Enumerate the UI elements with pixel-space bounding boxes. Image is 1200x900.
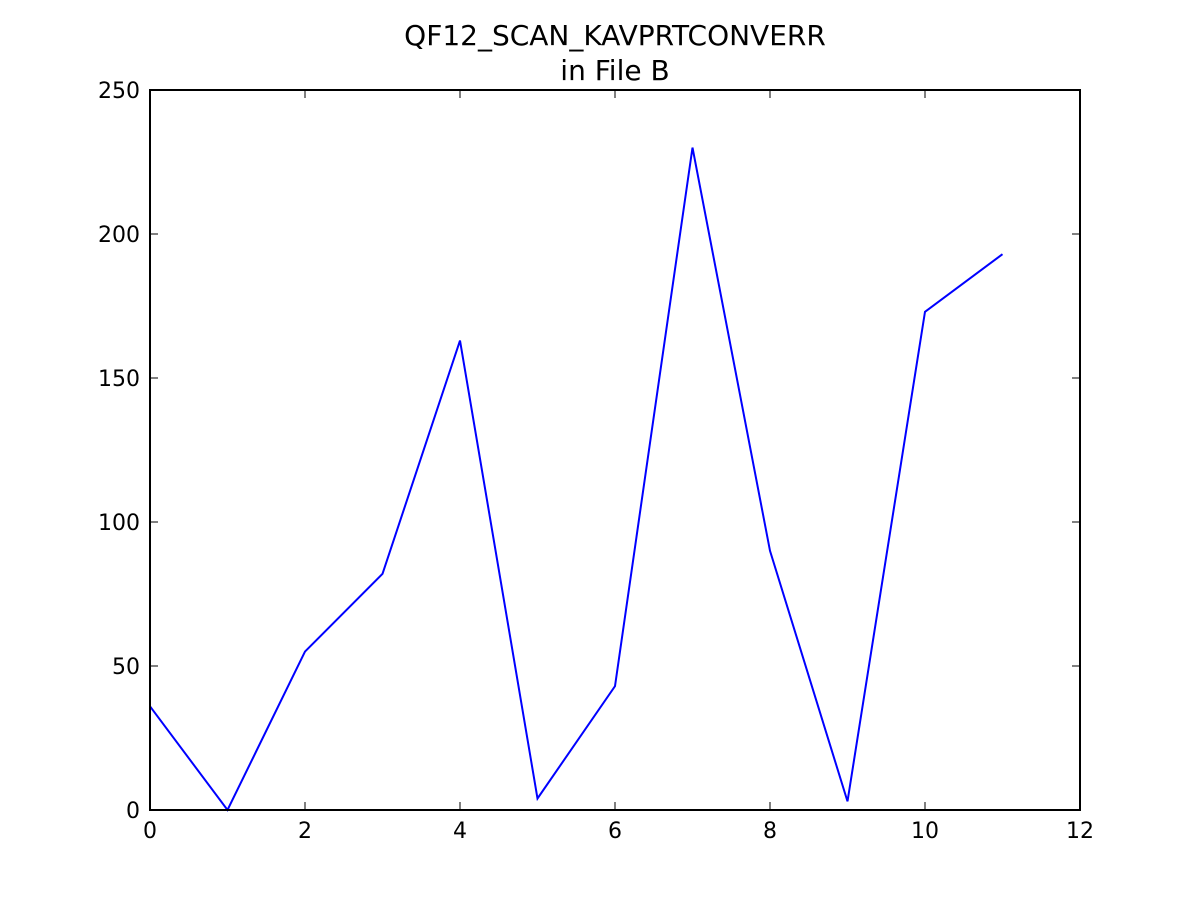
chart-subtitle: in File B <box>560 54 669 87</box>
chart-title: QF12_SCAN_KAVPRTCONVERR <box>404 19 826 52</box>
x-tick-label: 0 <box>143 819 157 844</box>
x-tick-label: 2 <box>298 819 312 844</box>
x-tick-label: 4 <box>453 819 467 844</box>
y-tick-label: 150 <box>98 367 140 392</box>
y-tick-label: 100 <box>98 511 140 536</box>
y-tick-label: 250 <box>98 79 140 104</box>
y-tick-label: 200 <box>98 223 140 248</box>
x-tick-label: 10 <box>911 819 939 844</box>
plot-frame <box>149 89 1081 811</box>
y-tick-label: 50 <box>112 655 140 680</box>
y-tick-label: 0 <box>126 799 140 824</box>
x-tick-label: 8 <box>763 819 777 844</box>
x-tick-label: 6 <box>608 819 622 844</box>
line-series <box>149 147 1004 812</box>
x-tick-label: 12 <box>1066 819 1094 844</box>
